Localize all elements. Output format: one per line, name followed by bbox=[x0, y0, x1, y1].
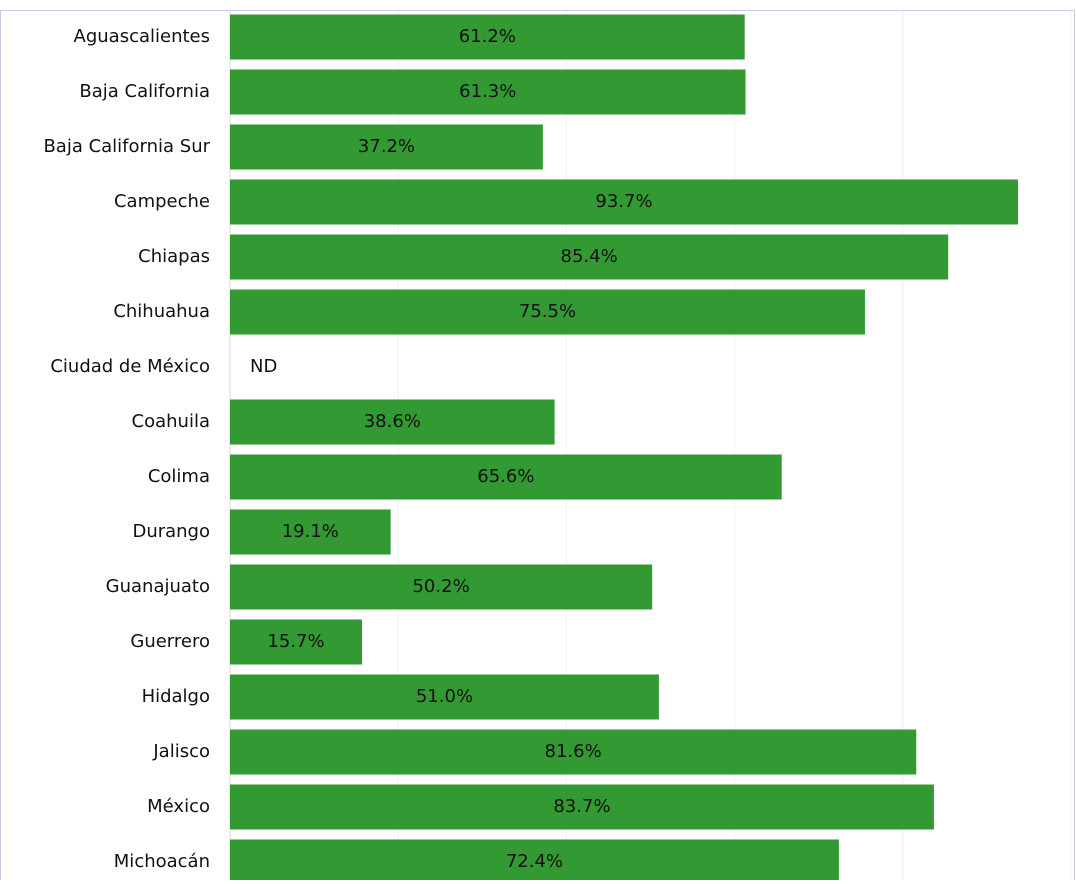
value-label: 50.2% bbox=[412, 576, 469, 597]
y-tick-label: Chiapas bbox=[138, 246, 210, 267]
bar bbox=[230, 564, 653, 610]
y-tick-label: Chihuahua bbox=[113, 301, 210, 322]
value-label: 81.6% bbox=[545, 741, 602, 762]
y-tick-label: Hidalgo bbox=[142, 686, 210, 707]
frame bbox=[0, 10, 1075, 884]
bar bbox=[230, 124, 543, 170]
bar bbox=[230, 289, 865, 335]
value-label: 19.1% bbox=[282, 521, 339, 542]
value-label: 85.4% bbox=[561, 246, 618, 267]
y-tick-label: Aguascalientes bbox=[74, 26, 210, 47]
y-tick-label: Coahuila bbox=[132, 411, 210, 432]
value-label: 65.6% bbox=[477, 466, 534, 487]
y-tick-label: Baja California Sur bbox=[43, 136, 210, 157]
bar bbox=[230, 509, 391, 555]
bar bbox=[230, 179, 1019, 225]
y-tick-label: Colima bbox=[148, 466, 210, 487]
value-label: 75.5% bbox=[519, 301, 576, 322]
bar bbox=[230, 14, 745, 60]
value-label: 83.7% bbox=[553, 796, 610, 817]
value-label: 93.7% bbox=[595, 191, 652, 212]
bar bbox=[230, 234, 949, 280]
value-label: 61.3% bbox=[459, 81, 516, 102]
bar bbox=[230, 729, 917, 775]
y-tick-label: México bbox=[147, 796, 210, 817]
value-label: 15.7% bbox=[267, 631, 324, 652]
y-tick-label: Durango bbox=[132, 521, 210, 542]
value-label: 37.2% bbox=[358, 136, 415, 157]
y-tick-label: Baja California bbox=[79, 81, 210, 102]
value-label: 38.6% bbox=[364, 411, 421, 432]
y-tick-label: Ciudad de México bbox=[50, 356, 210, 377]
y-tick-label: Michoacán bbox=[114, 851, 210, 872]
y-tick-label: Guerrero bbox=[130, 631, 210, 652]
bar bbox=[230, 399, 555, 445]
bar bbox=[230, 454, 782, 500]
value-label: 72.4% bbox=[506, 851, 563, 872]
value-label: ND bbox=[250, 356, 277, 377]
y-tick-label: Guanajuato bbox=[106, 576, 210, 597]
y-tick-label: Jalisco bbox=[152, 741, 210, 762]
bar bbox=[230, 69, 746, 115]
bar bbox=[230, 784, 934, 830]
y-tick-label: Campeche bbox=[114, 191, 210, 212]
bar bbox=[230, 674, 659, 720]
value-label: 61.2% bbox=[459, 26, 516, 47]
bar bbox=[230, 619, 363, 665]
bar bbox=[230, 839, 839, 884]
value-label: 51.0% bbox=[416, 686, 473, 707]
